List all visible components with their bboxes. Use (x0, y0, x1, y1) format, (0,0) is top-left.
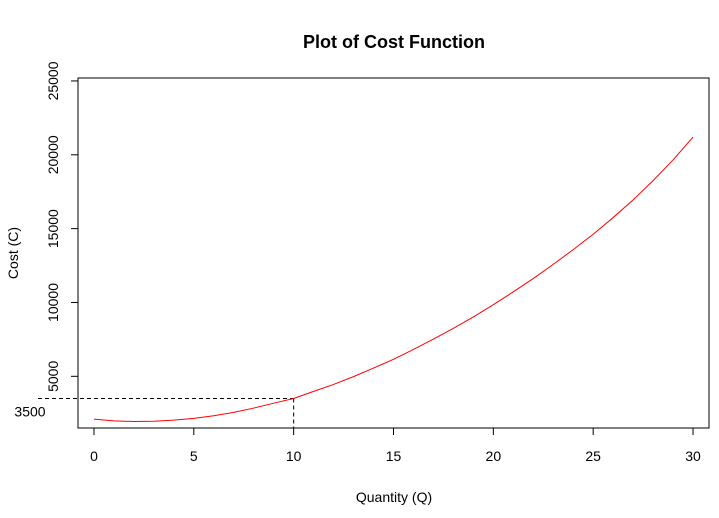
x-tick-label: 10 (286, 448, 302, 464)
x-tick-label: 15 (386, 448, 402, 464)
y-tick-label: 20000 (45, 135, 61, 174)
cost-series-line (93, 136, 694, 423)
x-axis: 0 5 10 15 20 25 30 (90, 427, 701, 464)
reference-y-label: 3500 (14, 403, 45, 419)
x-tick-label: 0 (90, 448, 98, 464)
x-tick-label: 25 (585, 448, 601, 464)
y-axis: 5000 10000 15000 20000 25000 (45, 61, 79, 392)
y-tick-label: 10000 (45, 283, 61, 322)
x-axis-label: Quantity (Q) (356, 489, 432, 505)
y-tick-label: 5000 (45, 361, 61, 392)
plot-frame (77, 77, 710, 429)
y-axis-label: Cost (C) (5, 227, 21, 279)
x-tick-label: 5 (190, 448, 198, 464)
reference-lines (38, 397, 295, 428)
chart-title: Plot of Cost Function (303, 32, 485, 52)
x-tick-label: 20 (486, 448, 502, 464)
x-tick-label: 30 (685, 448, 701, 464)
y-tick-label: 25000 (45, 61, 61, 100)
y-tick-label: 15000 (45, 209, 61, 248)
